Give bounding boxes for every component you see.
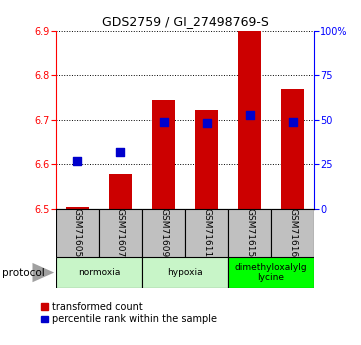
Point: [161, 119, 166, 125]
Bar: [56, 257, 142, 288]
Bar: [152, 100, 175, 209]
Bar: [109, 174, 132, 209]
Bar: [185, 209, 228, 257]
Bar: [238, 31, 261, 209]
Text: GSM71611: GSM71611: [202, 208, 211, 257]
Text: hypoxia: hypoxia: [167, 268, 203, 277]
Text: GSM71616: GSM71616: [288, 208, 297, 257]
Bar: [142, 257, 228, 288]
Point: [204, 121, 209, 126]
Bar: [142, 209, 185, 257]
Bar: [271, 209, 314, 257]
Legend: transformed count, percentile rank within the sample: transformed count, percentile rank withi…: [41, 302, 217, 325]
Point: [247, 112, 252, 117]
Polygon shape: [32, 263, 54, 282]
Bar: [99, 209, 142, 257]
Bar: [56, 209, 99, 257]
Text: normoxia: normoxia: [78, 268, 120, 277]
Bar: [195, 110, 218, 209]
Text: dimethyloxalylg
lycine: dimethyloxalylg lycine: [235, 263, 307, 282]
Bar: [228, 257, 314, 288]
Point: [118, 149, 123, 155]
Text: GSM71615: GSM71615: [245, 208, 254, 257]
Point: [75, 158, 81, 164]
Text: GSM71609: GSM71609: [159, 208, 168, 257]
Text: GSM71607: GSM71607: [116, 208, 125, 257]
Bar: [281, 89, 304, 209]
Bar: [66, 207, 89, 209]
Text: protocol: protocol: [2, 268, 44, 277]
Text: GSM71605: GSM71605: [73, 208, 82, 257]
Title: GDS2759 / GI_27498769-S: GDS2759 / GI_27498769-S: [101, 16, 269, 29]
Point: [290, 119, 295, 125]
Bar: [228, 209, 271, 257]
